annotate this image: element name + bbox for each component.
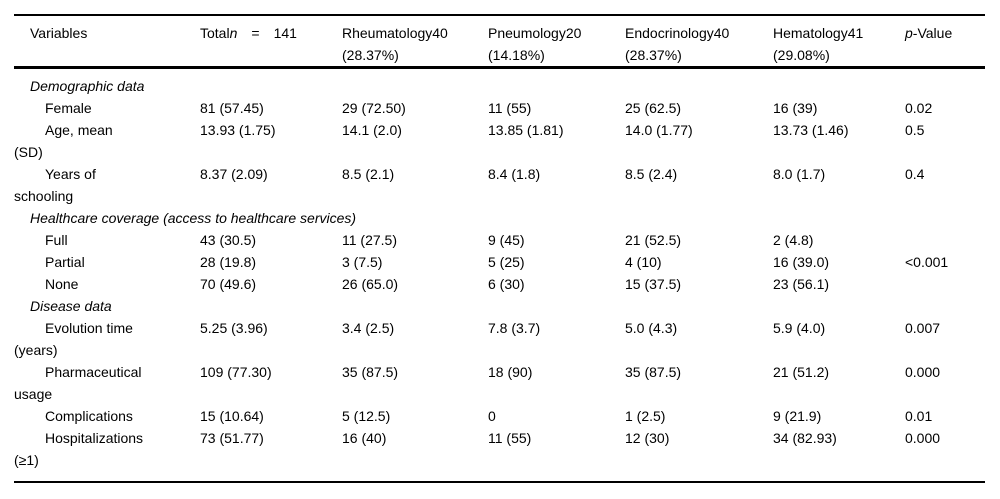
row-label: Partial [45,254,85,270]
table-body: Demographic data Female 81 (57.45) 29 (7… [14,68,985,483]
cell-hematology: 23 (56.1) [773,276,830,292]
cell-endocrinology: 35 (87.5) [625,364,682,380]
section-row-healthcare: Healthcare coverage (access to healthcar… [14,207,985,229]
cell-rheumatology: 3.4 (2.5) [342,320,395,336]
cell-rheumatology: 35 (87.5) [342,364,399,380]
clinical-characteristics-table: Variables Totaln = 141 Rheumatology40 (28.3… [14,14,985,483]
cell-hematology: 21 (51.2) [773,364,830,380]
cell-rheumatology: 26 (65.0) [342,276,399,292]
cell-endocrinology: 14.0 (1.77) [625,122,693,138]
table-row-none: None 70 (49.6) 26 (65.0) 6 (30) 15 (37.5… [14,273,985,295]
cell-rheumatology: 8.5 (2.1) [342,166,395,182]
cell-endocrinology: 25 (62.5) [625,100,682,116]
col-header-variables: Variables [14,15,200,69]
row-label: Pharmaceutical usage [14,364,142,402]
cell-rheumatology: 11 (27.5) [342,232,397,248]
cell-endocrinology: 15 (37.5) [625,276,682,292]
col-header-endocrinology: Endocrinology40 (28.37%) [625,15,773,69]
cell-pvalue: 0.01 [905,408,933,424]
cell-endocrinology: 1 (2.5) [625,408,666,424]
table-row-complications: Complications 15 (10.64) 5 (12.5) 0 1 (2… [14,405,985,427]
row-label: Female [45,100,92,116]
cell-endocrinology: 21 (52.5) [625,232,682,248]
cell-pneumology: 11 (55) [488,430,532,446]
cell-pneumology: 11 (55) [488,100,532,116]
cell-pvalue: 0.5 [905,122,925,138]
cell-total: 109 (77.30) [200,364,272,380]
cell-pneumology: 6 (30) [488,276,525,292]
row-label: Age, mean (SD) [14,122,113,160]
cell-pneumology: 8.4 (1.8) [488,166,541,182]
cell-total: 15 (10.64) [200,408,264,424]
cell-rheumatology: 16 (40) [342,430,387,446]
col-header-rheumatology: Rheumatology40 (28.37%) [342,15,488,69]
cell-hematology: 34 (82.93) [773,430,837,446]
cell-pneumology: 0 [488,408,496,424]
cell-pneumology: 18 (90) [488,364,533,380]
header-row: Variables Totaln = 141 Rheumatology40 (28.3… [14,15,985,69]
row-label: Hospitalizations (≥1) [14,430,144,468]
cell-total: 5.25 (3.96) [200,320,268,336]
cell-pneumology: 5 (25) [488,254,525,270]
cell-pvalue [905,229,985,251]
cell-total: 73 (51.77) [200,430,264,446]
table-row-female: Female 81 (57.45) 29 (72.50) 11 (55) 25 … [14,97,985,119]
cell-pneumology: 9 (45) [488,232,525,248]
section-label: Disease data [30,298,112,314]
cell-hematology: 8.0 (1.7) [773,166,826,182]
cell-hematology: 16 (39) [773,100,818,116]
cell-pneumology: 13.85 (1.81) [488,122,564,138]
cell-pvalue: 0.000 [905,364,941,380]
cell-rheumatology: 3 (7.5) [342,254,383,270]
cell-pvalue: <0.001 [905,254,949,270]
row-label: Evolution time (years) [14,320,133,358]
cell-hematology: 13.73 (1.46) [773,122,849,138]
cell-total: 13.93 (1.75) [200,122,276,138]
row-label: None [45,276,79,292]
cell-rheumatology: 29 (72.50) [342,100,406,116]
section-row-demographic: Demographic data [14,68,985,98]
col-header-pneumology: Pneumology20 (14.18%) [488,15,625,69]
cell-pneumology: 7.8 (3.7) [488,320,541,336]
col-header-pvalue: p-Value [905,15,985,69]
table-row-partial: Partial 28 (19.8) 3 (7.5) 5 (25) 4 (10) … [14,251,985,273]
col-header-total: Totaln = 141 [200,15,342,69]
col-header-hematology: Hematology41 (29.08%) [773,15,905,69]
row-label: Full [45,232,68,248]
cell-hematology: 16 (39.0) [773,254,830,270]
cell-endocrinology: 5.0 (4.3) [625,320,678,336]
cell-total: 70 (49.6) [200,276,257,292]
cell-pvalue: 0.007 [905,320,941,336]
cell-endocrinology: 12 (30) [625,430,670,446]
cell-hematology: 2 (4.8) [773,232,814,248]
row-label: Complications [45,408,133,424]
cell-pvalue: 0.4 [905,166,925,182]
cell-rheumatology: 14.1 (2.0) [342,122,402,138]
cell-endocrinology: 4 (10) [625,254,662,270]
cell-endocrinology: 8.5 (2.4) [625,166,678,182]
table-row-evolution: Evolution time (years) 5.25 (3.96) 3.4 (2… [14,317,985,361]
cell-hematology: 5.9 (4.0) [773,320,826,336]
cell-pvalue: 0.000 [905,430,941,446]
cell-rheumatology: 5 (12.5) [342,408,391,424]
table-row-schooling: Years of schooling 8.37 (2.09) 8.5 (2.1) … [14,163,985,207]
table-row-pharmaceutical: Pharmaceutical usage 109 (77.30) 35 (87.5… [14,361,985,405]
table-row-hospitalizations: Hospitalizations (≥1) 73 (51.77) 16 (40) … [14,427,985,482]
table-row-full: Full 43 (30.5) 11 (27.5) 9 (45) 21 (52.5… [14,229,985,251]
cell-total: 43 (30.5) [200,232,257,248]
cell-pvalue [905,273,985,295]
section-row-disease: Disease data [14,295,985,317]
cell-total: 28 (19.8) [200,254,257,270]
table-header: Variables Totaln = 141 Rheumatology40 (28.3… [14,15,985,69]
cell-total: 8.37 (2.09) [200,166,268,182]
table-row-age: Age, mean (SD) 13.93 (1.75) 14.1 (2.0) 13… [14,119,985,163]
cell-hematology: 9 (21.9) [773,408,822,424]
cell-pvalue: 0.02 [905,100,933,116]
cell-total: 81 (57.45) [200,100,264,116]
section-label: Demographic data [30,78,145,94]
row-label: Years of schooling [14,166,96,204]
section-label: Healthcare coverage (access to healthcar… [30,210,357,226]
